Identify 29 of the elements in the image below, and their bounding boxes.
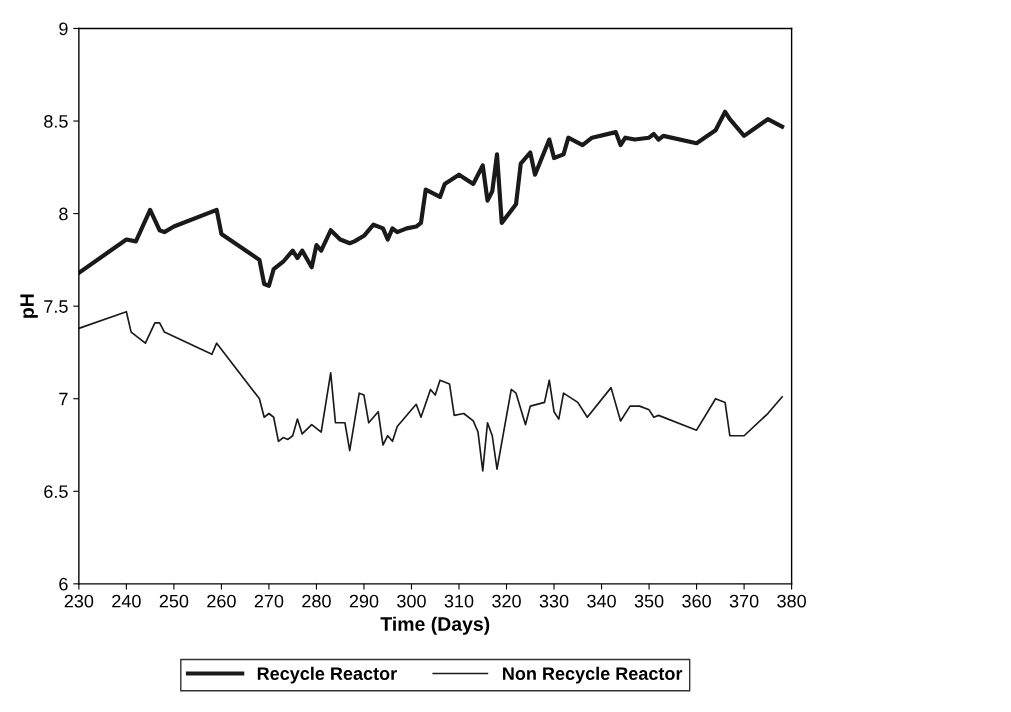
legend-label: Recycle Reactor (257, 666, 397, 684)
y-tick-label: 8 (59, 207, 68, 221)
y-tick-label: 7 (59, 392, 68, 406)
x-tick-label: 280 (302, 594, 331, 608)
x-tick-label: 260 (207, 594, 236, 608)
x-tick-label: 300 (397, 594, 426, 608)
x-tick-label: 310 (444, 594, 474, 608)
x-tick-label: 350 (634, 594, 664, 608)
x-axis-title: Time (Days) (380, 616, 490, 635)
x-tick-label: 240 (112, 594, 141, 608)
y-tick-label: 6.5 (44, 485, 68, 498)
x-tick-label: 380 (777, 594, 806, 608)
x-tick-label: 370 (729, 594, 759, 608)
x-tick-label: 250 (159, 594, 189, 608)
x-tick-label: 230 (64, 594, 94, 608)
line-series (78, 109, 785, 288)
legend-label: Non Recycle Reactor (503, 666, 683, 684)
y-tick-label: 9 (59, 22, 68, 36)
x-tick-label: 320 (492, 594, 521, 608)
x-tick-label: 270 (254, 594, 284, 608)
line-series (78, 310, 783, 472)
y-tick-label: 8.5 (44, 114, 68, 128)
x-tick-label: 290 (349, 594, 379, 608)
y-tick-label: 7.5 (44, 300, 68, 313)
x-tick-label: 360 (682, 594, 711, 608)
x-tick-label: 330 (539, 594, 569, 608)
x-tick-label: 340 (587, 594, 616, 608)
y-tick-label: 6 (59, 577, 68, 591)
y-axis-title: pH (20, 294, 38, 318)
